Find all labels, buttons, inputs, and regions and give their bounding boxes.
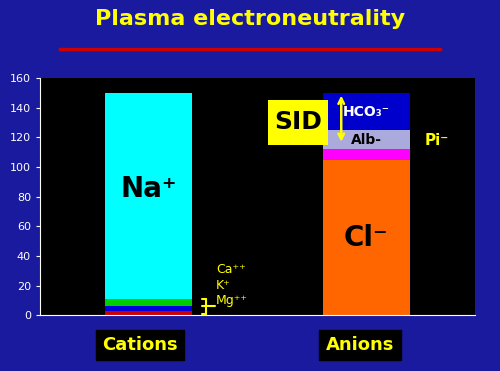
Bar: [105, 93, 192, 299]
Text: UA-: UA-: [352, 148, 380, 162]
Bar: [105, 299, 192, 306]
Bar: [323, 160, 410, 315]
Text: Alb-: Alb-: [351, 133, 382, 147]
Bar: [323, 93, 410, 130]
Text: Anions: Anions: [326, 336, 394, 354]
Bar: [105, 306, 192, 311]
Text: Ca⁺⁺: Ca⁺⁺: [216, 263, 246, 276]
Text: HCO₃⁻: HCO₃⁻: [342, 105, 390, 119]
Text: Cations: Cations: [102, 336, 178, 354]
Bar: [323, 130, 410, 149]
Bar: [268, 100, 328, 145]
Text: Na⁺: Na⁺: [120, 175, 177, 203]
Text: K⁺: K⁺: [216, 279, 231, 292]
Text: Plasma electroneutrality: Plasma electroneutrality: [95, 9, 405, 29]
Text: Pi⁻: Pi⁻: [425, 133, 449, 148]
Bar: [105, 311, 192, 315]
Text: Mg⁺⁺: Mg⁺⁺: [216, 294, 248, 307]
Bar: [323, 149, 410, 160]
Text: SID: SID: [274, 111, 322, 134]
Text: Cl⁻: Cl⁻: [344, 224, 389, 252]
